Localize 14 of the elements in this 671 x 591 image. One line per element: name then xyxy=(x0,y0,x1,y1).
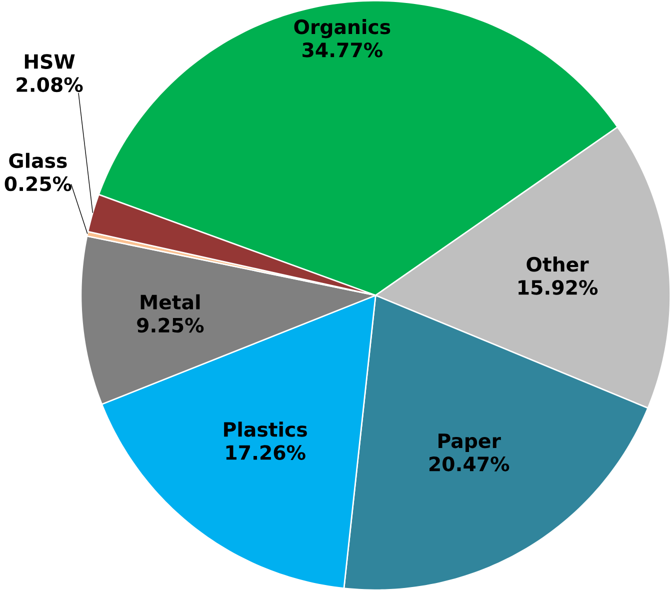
data-label: 0.25% xyxy=(4,176,72,192)
data-label: 20.47% xyxy=(429,456,510,472)
slice-label: Paper xyxy=(438,434,501,452)
data-label: 15.92% xyxy=(518,280,598,295)
slice-label: Organics xyxy=(294,19,390,38)
slice-label: Plastics xyxy=(224,422,307,437)
slice-label: Other xyxy=(526,256,589,272)
slice-label: HSW xyxy=(24,54,75,70)
data-label: 17.26% xyxy=(226,445,306,460)
data-label: 9.25% xyxy=(137,318,204,333)
slice-label: Metal xyxy=(140,294,200,310)
slice-label: Glass xyxy=(9,152,67,168)
data-label: 34.77% xyxy=(302,42,382,58)
data-label: 2.08% xyxy=(16,77,83,92)
